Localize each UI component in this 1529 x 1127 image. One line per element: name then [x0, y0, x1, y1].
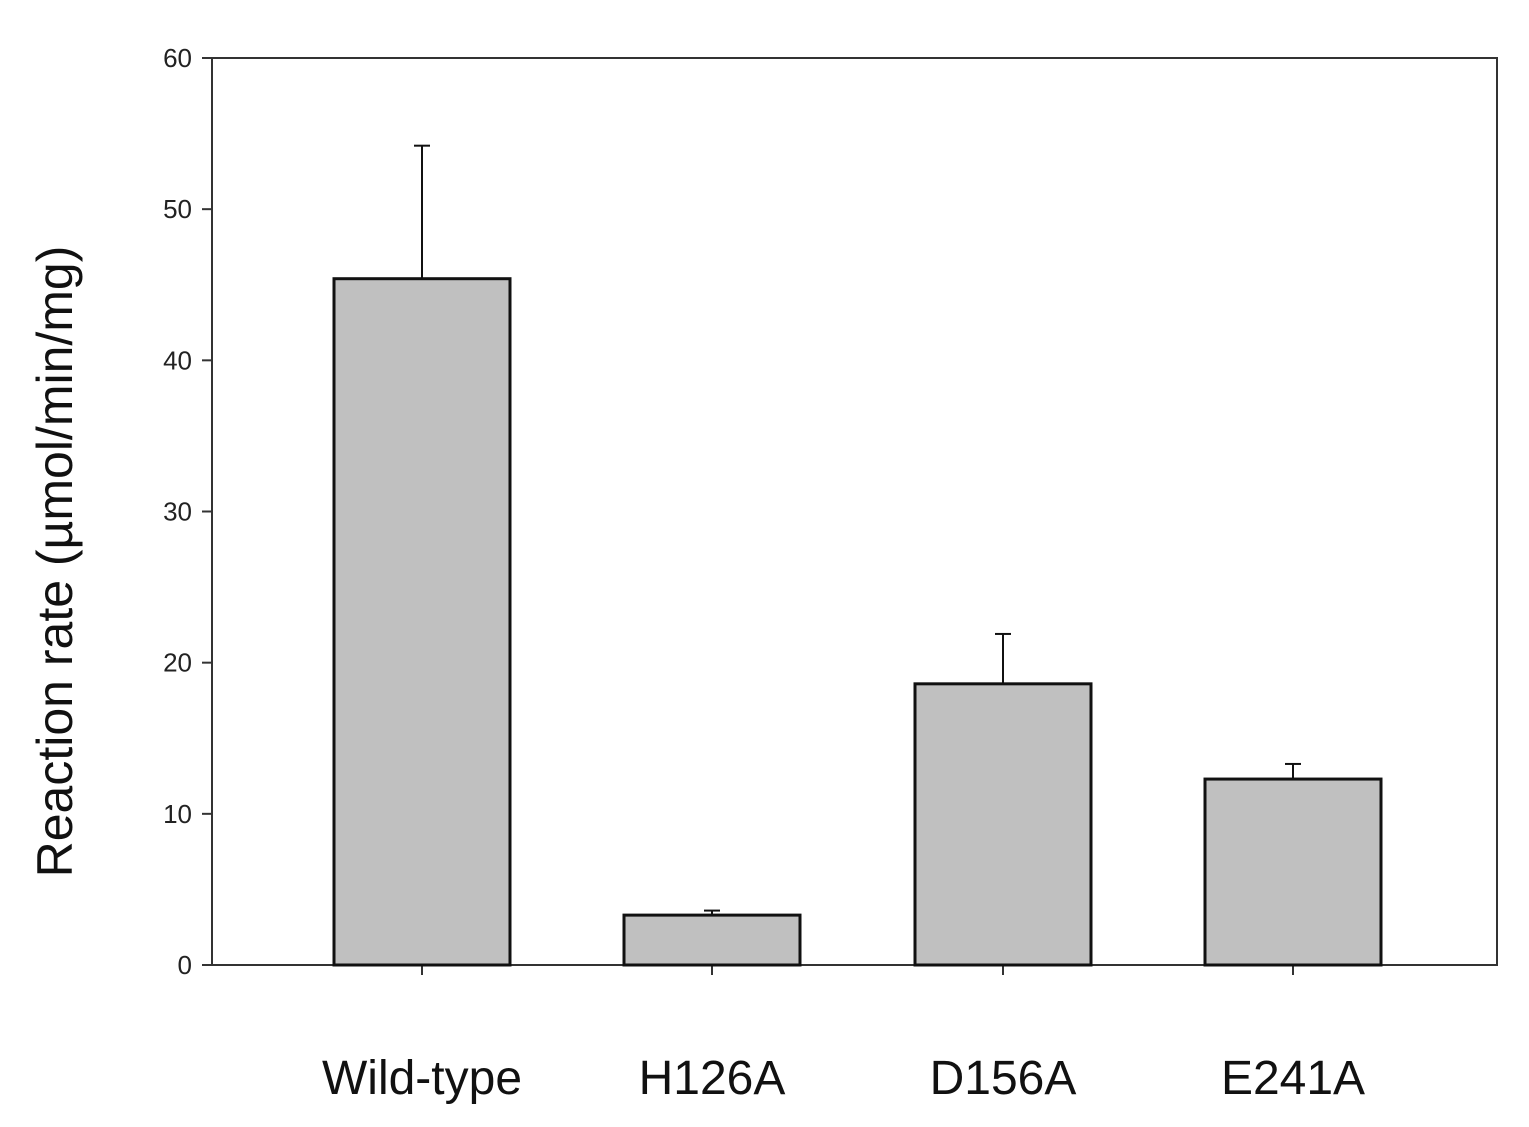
bar-d156a	[913, 682, 1093, 967]
y-axis-ticks: 0 10 20 30 40 50 60	[163, 43, 212, 980]
bar-e241a	[1203, 777, 1383, 967]
category-label: Wild-type	[322, 1052, 522, 1105]
x-axis-ticks	[421, 965, 1294, 975]
y-tick-label: 40	[163, 345, 192, 375]
y-tick-label: 0	[178, 950, 192, 980]
category-label: D156A	[930, 1052, 1077, 1105]
y-tick-label: 30	[163, 497, 192, 527]
y-tick-label: 20	[163, 648, 192, 678]
bar-wild-type	[332, 277, 512, 967]
category-label: E241A	[1221, 1052, 1365, 1105]
bar-h126a	[622, 913, 802, 967]
category-label: H126A	[639, 1052, 786, 1105]
y-tick-label: 10	[163, 799, 192, 829]
y-axis-title: Reaction rate (µmol/min/mg)	[27, 246, 83, 878]
bars	[332, 277, 1383, 967]
y-tick-label: 50	[163, 194, 192, 224]
error-bars	[414, 144, 1301, 916]
category-labels: Wild-type H126A D156A E241A	[322, 1052, 1365, 1105]
y-tick-label: 60	[163, 43, 192, 73]
